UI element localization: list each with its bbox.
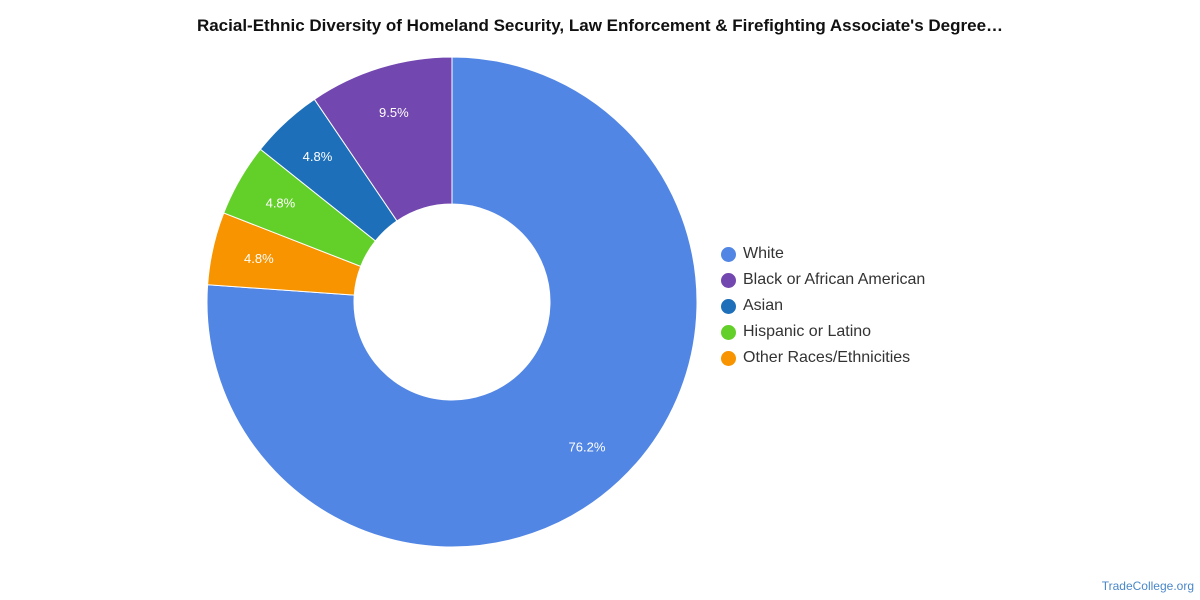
slice-label-other-races-ethnicities: 4.8% <box>244 251 274 266</box>
slice-labels-group: 76.2% 4.8% 4.8% 4.8% 9.5% <box>244 105 606 454</box>
slice-label-white: 76.2% <box>569 439 606 454</box>
slice-label-asian: 4.8% <box>303 149 333 164</box>
chart-title: Racial-Ethnic Diversity of Homeland Secu… <box>196 16 1004 35</box>
legend-swatch-icon <box>721 350 736 366</box>
legend-item-asian[interactable]: Asian <box>721 293 925 319</box>
legend-swatch-icon <box>721 246 736 262</box>
legend-swatch-icon <box>721 324 736 340</box>
legend-item-black-or-african-american[interactable]: Black or African American <box>721 267 925 293</box>
legend-label: White <box>743 245 784 262</box>
slice-label-black-or-african-american: 9.5% <box>379 105 409 120</box>
legend: White Black or African American Asian Hispa… <box>721 241 925 371</box>
legend-item-other-races-ethnicities[interactable]: Other Races/Ethnicities <box>721 345 925 371</box>
slice-black-or-african-american[interactable] <box>313 56 453 222</box>
legend-item-white[interactable]: White <box>721 241 925 267</box>
legend-label: Black or African American <box>743 271 926 288</box>
legend-label: Other Races/Ethnicities <box>743 349 911 366</box>
slice-label-hispanic-or-latino: 4.8% <box>266 196 296 211</box>
legend-label: Asian <box>743 297 784 314</box>
legend-item-hispanic-or-latino[interactable]: Hispanic or Latino <box>721 319 925 345</box>
legend-label: Hispanic or Latino <box>743 323 872 340</box>
slices-group <box>206 56 698 548</box>
watermark-link[interactable]: TradeCollege.org <box>1101 579 1194 593</box>
legend-swatch-icon <box>721 298 736 314</box>
slice-white[interactable] <box>206 56 698 548</box>
legend-swatch-icon <box>721 272 736 288</box>
